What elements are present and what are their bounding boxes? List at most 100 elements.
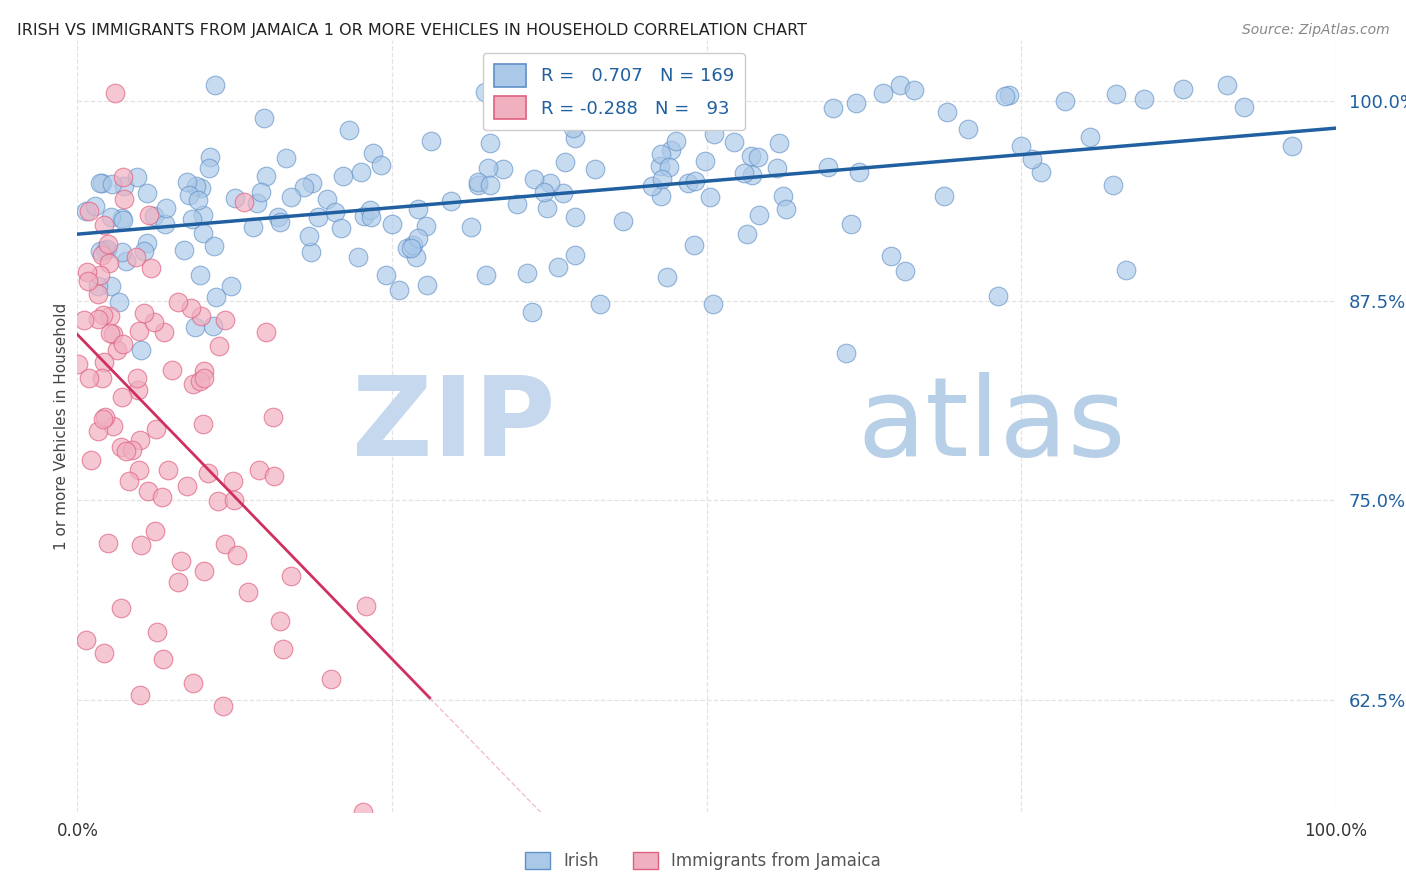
Point: [191, 208, 214, 222]
Point: [817, 161, 839, 175]
Point: [523, 171, 546, 186]
Point: [219, 278, 242, 293]
Point: [536, 201, 558, 215]
Point: [280, 569, 302, 583]
Point: [129, 433, 152, 447]
Point: [193, 370, 215, 384]
Text: atlas: atlas: [858, 373, 1126, 479]
Point: [160, 363, 183, 377]
Point: [835, 346, 858, 360]
Point: [337, 123, 360, 137]
Point: [768, 136, 790, 150]
Point: [197, 467, 219, 481]
Point: [91, 308, 114, 322]
Point: [775, 202, 797, 216]
Point: [1115, 263, 1137, 277]
Point: [93, 218, 115, 232]
Point: [640, 178, 662, 193]
Point: [655, 269, 678, 284]
Point: [307, 210, 329, 224]
Point: [87, 278, 110, 293]
Point: [129, 538, 152, 552]
Point: [564, 248, 586, 262]
Point: [153, 326, 176, 340]
Point: [416, 278, 439, 293]
Point: [276, 151, 298, 165]
Point: [125, 250, 148, 264]
Point: [683, 173, 706, 187]
Point: [190, 309, 212, 323]
Point: [440, 194, 463, 209]
Point: [370, 158, 392, 172]
Point: [723, 135, 745, 149]
Point: [374, 268, 396, 283]
Point: [222, 474, 245, 488]
Point: [80, 453, 103, 467]
Point: [998, 87, 1021, 102]
Point: [125, 370, 148, 384]
Point: [564, 210, 586, 224]
Point: [193, 564, 215, 578]
Point: [262, 410, 284, 425]
Point: [77, 203, 100, 218]
Point: [263, 468, 285, 483]
Point: [155, 218, 177, 232]
Point: [214, 313, 236, 327]
Point: [225, 549, 247, 563]
Point: [1010, 139, 1032, 153]
Point: [1053, 94, 1076, 108]
Point: [650, 171, 672, 186]
Point: [136, 483, 159, 498]
Point: [188, 268, 211, 283]
Point: [136, 186, 159, 200]
Point: [97, 536, 120, 550]
Point: [648, 159, 671, 173]
Point: [269, 215, 291, 229]
Point: [460, 219, 482, 234]
Point: [202, 318, 225, 333]
Point: [128, 463, 150, 477]
Point: [167, 295, 190, 310]
Point: [233, 194, 256, 209]
Point: [152, 652, 174, 666]
Point: [872, 86, 894, 100]
Point: [250, 185, 273, 199]
Point: [89, 176, 111, 190]
Point: [292, 180, 315, 194]
Point: [138, 208, 160, 222]
Point: [298, 228, 321, 243]
Point: [205, 290, 228, 304]
Point: [271, 642, 294, 657]
Point: [280, 190, 302, 204]
Point: [97, 237, 120, 252]
Point: [994, 89, 1017, 103]
Point: [848, 165, 870, 179]
Point: [150, 490, 173, 504]
Point: [193, 226, 215, 240]
Point: [1101, 178, 1123, 192]
Point: [475, 268, 498, 283]
Point: [766, 161, 789, 176]
Point: [104, 86, 127, 100]
Point: [100, 309, 122, 323]
Point: [207, 494, 229, 508]
Point: [181, 676, 204, 690]
Point: [180, 211, 202, 226]
Text: ZIP: ZIP: [352, 373, 555, 479]
Point: [142, 315, 165, 329]
Point: [66, 357, 89, 371]
Point: [139, 261, 162, 276]
Point: [683, 237, 706, 252]
Y-axis label: 1 or more Vehicles in Household: 1 or more Vehicles in Household: [53, 302, 69, 549]
Point: [128, 688, 150, 702]
Point: [354, 599, 377, 614]
Point: [118, 475, 141, 489]
Point: [551, 186, 574, 201]
Point: [222, 492, 245, 507]
Point: [650, 189, 672, 203]
Point: [112, 192, 135, 206]
Point: [676, 177, 699, 191]
Point: [105, 343, 128, 357]
Point: [236, 585, 259, 599]
Point: [107, 295, 129, 310]
